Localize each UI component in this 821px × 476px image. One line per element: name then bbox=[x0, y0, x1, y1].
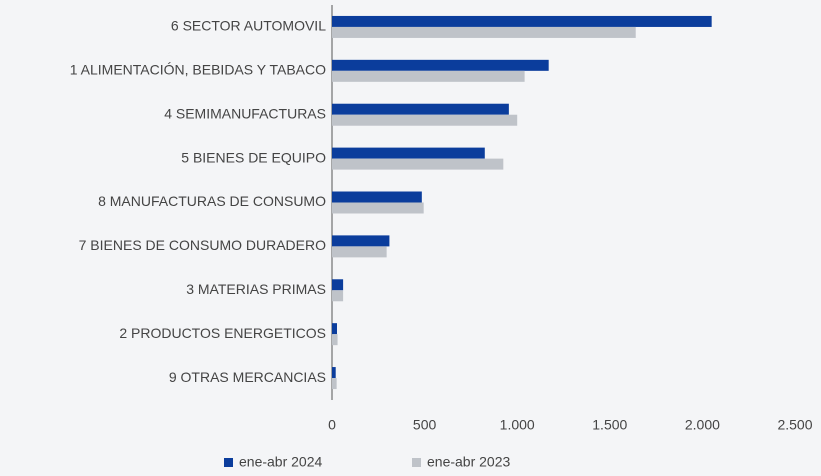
legend-label: ene-abr 2023 bbox=[427, 454, 511, 470]
bar bbox=[332, 290, 344, 302]
bar bbox=[332, 158, 504, 170]
y-tick-label: 8 MANUFACTURAS DE CONSUMO bbox=[98, 193, 326, 209]
x-tick-label: 2.500 bbox=[777, 417, 812, 433]
y-tick-label: 6 SECTOR AUTOMOVIL bbox=[171, 18, 326, 34]
bar bbox=[332, 103, 509, 115]
bar bbox=[332, 59, 549, 71]
y-tick-label: 9 OTRAS MERCANCIAS bbox=[169, 369, 326, 385]
x-tick-label: 500 bbox=[413, 417, 437, 433]
legend-swatch bbox=[224, 458, 233, 467]
bar bbox=[332, 202, 424, 214]
x-tick-label: 0 bbox=[328, 417, 336, 433]
bar bbox=[332, 334, 338, 346]
bar bbox=[332, 378, 337, 390]
x-tick-label: 1.000 bbox=[500, 417, 535, 433]
y-tick-label: 2 PRODUCTOS ENERGETICOS bbox=[119, 325, 326, 341]
bar bbox=[332, 191, 422, 203]
bar bbox=[332, 147, 485, 159]
bar bbox=[332, 235, 390, 247]
bar bbox=[332, 246, 387, 258]
bar bbox=[332, 26, 636, 38]
y-tick-label: 5 BIENES DE EQUIPO bbox=[181, 149, 326, 165]
y-tick-label: 7 BIENES DE CONSUMO DURADERO bbox=[79, 237, 326, 253]
x-tick-label: 1.500 bbox=[592, 417, 627, 433]
x-tick-label: 2.000 bbox=[685, 417, 720, 433]
y-tick-label: 1 ALIMENTACIÓN, BEBIDAS Y TABACO bbox=[70, 62, 326, 78]
bar bbox=[332, 15, 712, 27]
bar bbox=[332, 114, 518, 126]
bar bbox=[332, 279, 344, 291]
y-tick-label: 3 MATERIAS PRIMAS bbox=[186, 281, 326, 297]
legend-swatch bbox=[412, 458, 421, 467]
bar bbox=[332, 70, 525, 82]
y-tick-label: 4 SEMIMANUFACTURAS bbox=[164, 105, 326, 121]
bar bbox=[332, 367, 336, 379]
legend-label: ene-abr 2024 bbox=[239, 454, 323, 470]
bar bbox=[332, 323, 338, 335]
